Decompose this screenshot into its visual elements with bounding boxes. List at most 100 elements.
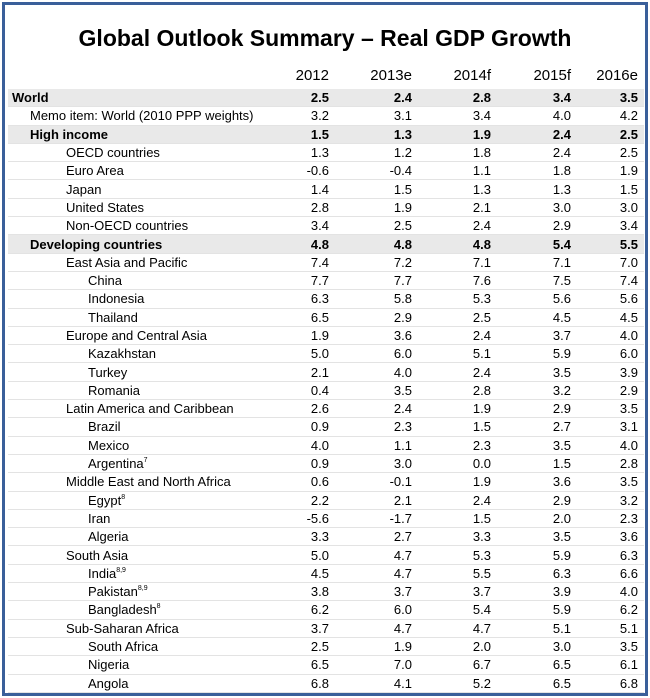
footnote-marker: 8,9 xyxy=(116,566,126,574)
value-cell: 2.8 xyxy=(418,381,497,401)
row-label-text: Bangladesh xyxy=(88,602,157,618)
row-label-text: Argentina xyxy=(88,456,144,472)
table-row: Mexico 4.0 1.1 2.3 3.5 4.0 xyxy=(8,436,644,455)
row-label-text: United States xyxy=(66,199,145,215)
value-cell: 4.0 xyxy=(497,106,577,126)
row-label-text: Egypt xyxy=(88,492,122,508)
value-cell: 0.0 xyxy=(418,454,497,474)
table-row: Turkey 2.1 4.0 2.4 3.5 3.9 xyxy=(8,362,644,382)
value-cell: 1.5 xyxy=(577,179,644,199)
value-cell: 2.5 xyxy=(258,637,335,657)
value-cell: 5.6 xyxy=(577,289,644,309)
value-cell: 3.4 xyxy=(577,216,644,236)
value-cell: 2.4 xyxy=(497,125,577,144)
value-cell: 7.1 xyxy=(418,253,497,272)
row-label: China xyxy=(8,271,258,291)
value-cell: 5.3 xyxy=(418,289,497,309)
value-cell: 6.0 xyxy=(335,600,418,620)
value-cell: 3.5 xyxy=(577,399,644,419)
row-label-text: India xyxy=(88,565,117,581)
row-label-text: Developing countries xyxy=(30,236,163,252)
value-cell: 2.9 xyxy=(577,381,644,401)
value-cell: 4.8 xyxy=(418,234,497,254)
row-label: Latin America and Caribbean xyxy=(8,399,258,419)
row-label-text: Sub-Saharan Africa xyxy=(66,620,179,636)
value-cell: 4.0 xyxy=(577,582,644,602)
value-cell: 1.5 xyxy=(335,179,418,199)
row-label: Memo item: World (2010 PPP weights) xyxy=(8,106,258,126)
row-label-text: East Asia and Pacific xyxy=(66,254,188,270)
table-row: East Asia and Pacific 7.4 7.2 7.1 7.1 7.0 xyxy=(8,253,644,272)
value-cell: 7.4 xyxy=(258,253,335,272)
row-label-text: Nigeria xyxy=(88,657,130,673)
value-cell: 4.2 xyxy=(577,106,644,126)
value-cell: 2.0 xyxy=(497,509,577,529)
value-cell: 5.5 xyxy=(577,234,644,254)
value-cell: 1.1 xyxy=(335,436,418,455)
value-cell: 2.1 xyxy=(418,198,497,218)
value-cell: 3.5 xyxy=(497,436,577,455)
value-cell: 2.7 xyxy=(335,527,418,547)
table-row: Sub-Saharan Africa 3.7 4.7 4.7 5.1 5.1 xyxy=(8,619,644,638)
value-cell: 2.1 xyxy=(335,491,418,510)
value-cell: 3.4 xyxy=(497,89,577,108)
table-row: Argentina7 0.9 3.0 0.0 1.5 2.8 xyxy=(8,454,644,474)
value-cell: 3.5 xyxy=(577,472,644,492)
column-header: 2012 xyxy=(295,67,329,84)
table-row: Kazakhstan 5.0 6.0 5.1 5.9 6.0 xyxy=(8,344,644,364)
value-cell: 2.5 xyxy=(577,125,644,144)
value-cell: 2.8 xyxy=(418,89,497,108)
value-cell: 1.9 xyxy=(577,161,644,181)
table-row: World 2.5 2.4 2.8 3.4 3.5 xyxy=(8,89,644,108)
column-header: 2016e xyxy=(596,67,638,84)
value-cell: 1.9 xyxy=(418,472,497,492)
value-cell: 3.5 xyxy=(577,637,644,657)
value-cell: 6.5 xyxy=(258,308,335,327)
value-cell: 1.8 xyxy=(418,143,497,163)
value-cell: 3.2 xyxy=(258,106,335,126)
table-row: Egypt8 2.2 2.1 2.4 2.9 3.2 xyxy=(8,491,644,510)
table-row: Middle East and North Africa 0.6 -0.1 1.9 3.… xyxy=(8,472,644,492)
value-cell: 4.0 xyxy=(577,436,644,455)
value-cell: 5.5 xyxy=(418,564,497,584)
value-cell: 5.4 xyxy=(418,600,497,620)
row-label: Angola xyxy=(8,674,258,693)
table-row: Euro Area -0.6 -0.4 1.1 1.8 1.9 xyxy=(8,161,644,181)
row-label: Turkey xyxy=(8,362,258,382)
value-cell: 1.9 xyxy=(418,399,497,419)
row-label: Europe and Central Asia xyxy=(8,326,258,346)
value-cell: 7.7 xyxy=(258,271,335,291)
row-label: Pakistan8,9 xyxy=(8,582,258,602)
value-cell: 5.6 xyxy=(497,289,577,309)
table-row: Bangladesh8 6.2 6.0 5.4 5.9 6.2 xyxy=(8,600,644,620)
value-cell: 6.3 xyxy=(258,289,335,309)
value-cell: 4.8 xyxy=(258,234,335,254)
value-cell: 3.9 xyxy=(497,582,577,602)
value-cell: 2.0 xyxy=(418,637,497,657)
row-label: South Africa xyxy=(8,637,258,657)
value-cell: -5.6 xyxy=(258,509,335,529)
value-cell: 6.3 xyxy=(577,545,644,565)
table-row: Algeria 3.3 2.7 3.3 3.5 3.6 xyxy=(8,527,644,547)
row-label-text: Brazil xyxy=(88,419,121,435)
value-cell: 3.5 xyxy=(497,362,577,382)
row-label-text: World xyxy=(12,90,49,106)
value-cell: 0.4 xyxy=(258,381,335,401)
row-label: Bangladesh8 xyxy=(8,600,258,620)
value-cell: 2.2 xyxy=(258,491,335,510)
value-cell: -1.7 xyxy=(335,509,418,529)
value-cell: 2.3 xyxy=(418,436,497,455)
value-cell: 1.1 xyxy=(418,161,497,181)
row-label-text: OECD countries xyxy=(66,145,160,161)
value-cell: 5.9 xyxy=(497,344,577,364)
value-cell: 6.7 xyxy=(418,655,497,675)
value-cell: 2.8 xyxy=(577,454,644,474)
value-cell: 0.9 xyxy=(258,454,335,474)
row-label-text: South Africa xyxy=(88,639,159,655)
value-cell: 2.4 xyxy=(335,399,418,419)
value-cell: 7.4 xyxy=(577,271,644,291)
row-label: Nigeria xyxy=(8,655,258,675)
footnote-marker: 8,9 xyxy=(137,585,148,593)
value-cell: 2.4 xyxy=(418,326,497,346)
row-label-text: Europe and Central Asia xyxy=(66,328,207,343)
